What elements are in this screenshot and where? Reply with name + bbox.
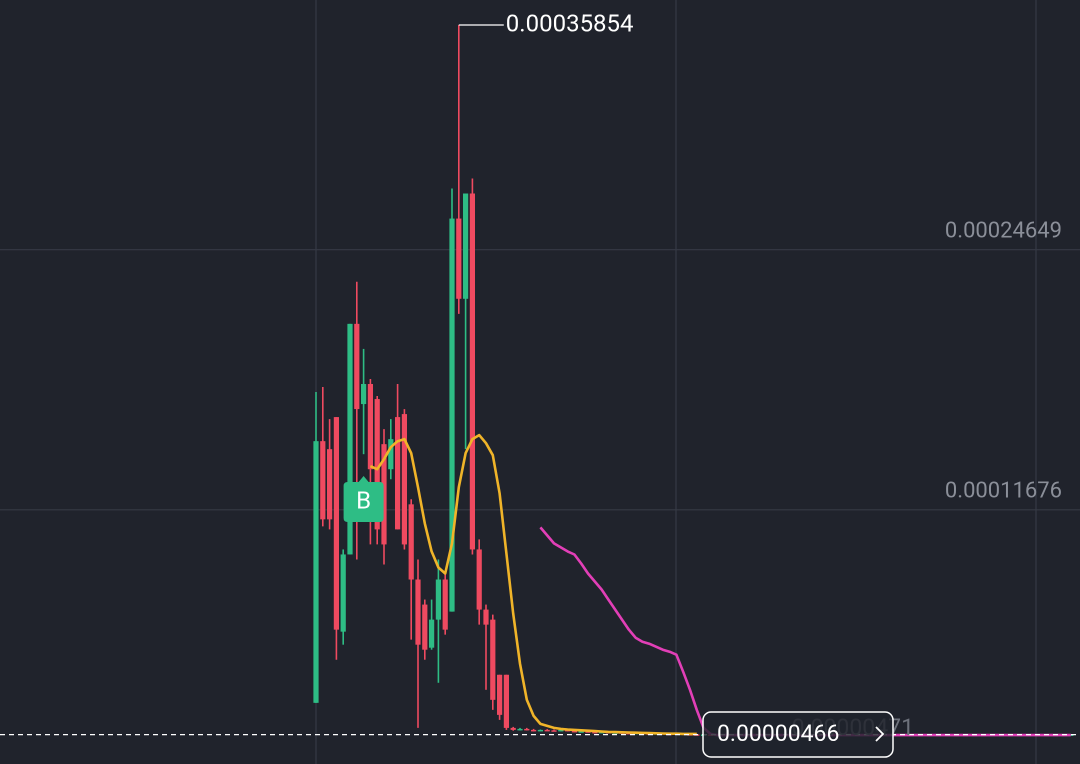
- candle-body: [510, 727, 516, 730]
- candle-body: [537, 729, 543, 732]
- y-tick-label: 0.00011676: [945, 479, 1062, 504]
- candle-body: [333, 417, 339, 630]
- candle-body: [347, 323, 353, 555]
- candle-body: [320, 441, 326, 520]
- price-chevron: [875, 726, 885, 742]
- candle-body: [408, 504, 414, 580]
- candle-body: [381, 444, 387, 545]
- price-box: [702, 711, 894, 758]
- y-tick-label: 0.00024649: [945, 218, 1062, 243]
- buy-marker-badge: [343, 476, 384, 522]
- candle-body: [469, 193, 475, 550]
- candle-body: [456, 218, 462, 299]
- candle-body: [497, 674, 503, 715]
- candle-body: [544, 729, 550, 732]
- candle-body: [558, 729, 564, 732]
- candle-body: [429, 619, 435, 648]
- candle-body: [524, 728, 530, 731]
- candle-body: [367, 384, 373, 470]
- candle-body: [592, 731, 598, 734]
- candle-body: [374, 399, 380, 530]
- candle-body: [435, 579, 441, 620]
- candle-body: [483, 609, 489, 625]
- buy-marker-label: B: [356, 486, 371, 514]
- last-price-label: 0.00000466: [717, 720, 839, 747]
- buy-marker: B: [343, 476, 384, 522]
- candle-body: [551, 730, 557, 732]
- candle-body: [449, 218, 455, 612]
- candle-body: [571, 730, 577, 733]
- candle-body: [531, 729, 537, 732]
- high-annotation: 0.00035854: [506, 9, 634, 37]
- candle-body: [503, 674, 509, 728]
- candle-body: [354, 323, 360, 410]
- candle-body: [490, 619, 496, 700]
- candle-body: [578, 731, 584, 733]
- candle-body: [361, 384, 367, 405]
- candle-body: [388, 439, 394, 470]
- candle-body: [585, 731, 591, 733]
- candle-body: [401, 414, 407, 545]
- candle-body: [442, 579, 448, 630]
- candle-body: [415, 579, 421, 645]
- candle-body: [422, 604, 428, 650]
- candle-body: [313, 441, 319, 703]
- candle-body: [517, 728, 523, 731]
- moving-average-line: [369, 433, 697, 736]
- candle-body: [327, 449, 333, 520]
- candle-body: [395, 417, 401, 530]
- candle-body: [340, 554, 346, 632]
- candle-body: [476, 549, 482, 610]
- candle-body: [463, 193, 469, 299]
